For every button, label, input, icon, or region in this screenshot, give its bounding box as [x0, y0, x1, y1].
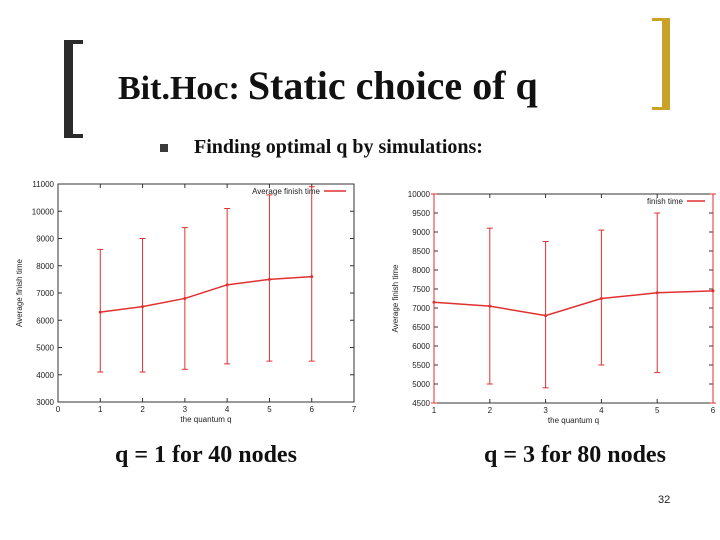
legend-label: Average finish time	[252, 187, 320, 196]
y-tick-label: 9500	[412, 209, 430, 218]
square-bullet-icon	[160, 143, 168, 152]
y-tick-label: 9000	[412, 228, 430, 237]
left-bracket-decoration	[64, 40, 83, 138]
data-point	[267, 277, 271, 281]
legend-label: finish time	[647, 197, 684, 206]
data-point	[599, 297, 603, 300]
x-tick-label: 5	[655, 406, 660, 415]
y-tick-label: 3000	[36, 398, 54, 407]
x-axis-label: the quantum q	[180, 415, 231, 424]
data-point	[225, 283, 229, 287]
x-tick-label: 7	[352, 405, 357, 414]
caption-left: q = 1 for 40 nodes	[115, 442, 297, 468]
slide-title-prefix: Bit.Hoc:	[118, 70, 240, 107]
y-tick-label: 6000	[412, 342, 430, 351]
x-tick-label: 2	[488, 406, 493, 415]
data-point	[141, 305, 145, 309]
y-tick-label: 4500	[412, 399, 430, 408]
y-tick-label: 6000	[36, 316, 54, 325]
right-bracket-decoration	[652, 18, 670, 110]
x-tick-label: 4	[599, 406, 604, 415]
x-tick-label: 3	[543, 406, 548, 415]
y-axis-label: Average finish time	[391, 264, 400, 332]
y-tick-label: 7000	[36, 289, 54, 298]
x-tick-label: 6	[309, 405, 314, 414]
data-point	[544, 314, 548, 318]
y-tick-label: 5500	[412, 361, 430, 370]
bullet-item: Finding optimal q by simulations:	[160, 136, 483, 159]
x-axis-label: the quantum q	[548, 416, 599, 425]
plot-frame	[433, 193, 714, 404]
x-tick-label: 4	[225, 405, 230, 414]
y-tick-label: 7000	[412, 304, 430, 313]
series-line	[100, 275, 312, 313]
data-point	[98, 310, 102, 314]
data-point	[310, 275, 314, 279]
data-point	[432, 300, 436, 304]
page-number: 32	[658, 494, 671, 506]
series-line	[433, 290, 714, 317]
x-tick-label: 3	[183, 405, 188, 414]
x-tick-label: 6	[711, 406, 716, 415]
y-tick-label: 9000	[36, 235, 54, 244]
chart-left: 3000 4000 5000 6000 7000 8000 9000 10000 11000 0 1…	[15, 180, 357, 424]
y-tick-label: 11000	[32, 180, 54, 189]
x-tick-label: 1	[432, 406, 437, 415]
y-tick-label: 8500	[412, 247, 430, 256]
slide-title-main: Static choice of q	[247, 63, 538, 108]
y-tick-label: 10000	[408, 190, 431, 199]
y-tick-label: 8000	[36, 262, 54, 271]
data-point	[655, 291, 659, 295]
y-tick-label: 5000	[412, 380, 430, 389]
y-tick-label: 7500	[412, 285, 430, 294]
y-tick-label: 4000	[36, 371, 54, 380]
y-axis-label: Average finish time	[15, 259, 24, 327]
y-tick-label: 6500	[412, 323, 430, 332]
data-point	[488, 304, 492, 308]
x-tick-label: 5	[267, 405, 272, 414]
data-point	[183, 296, 187, 300]
data-point	[711, 289, 715, 293]
plot-frame	[57, 183, 355, 403]
chart-right: 4500 5000 5500 6000 6500 7000 7500 8000 8500 9000…	[391, 190, 716, 425]
caption-right: q = 3 for 80 nodes	[484, 442, 666, 468]
x-tick-label: 1	[98, 405, 103, 414]
x-tick-label: 0	[56, 405, 61, 414]
y-tick-label: 10000	[32, 207, 55, 216]
y-tick-label: 8000	[412, 266, 430, 275]
slide-title: Bit.Hoc: Static choice of q	[118, 62, 538, 109]
x-tick-label: 2	[140, 405, 145, 414]
y-tick-label: 5000	[36, 344, 54, 353]
bullet-text: Finding optimal q by simulations:	[194, 136, 483, 158]
